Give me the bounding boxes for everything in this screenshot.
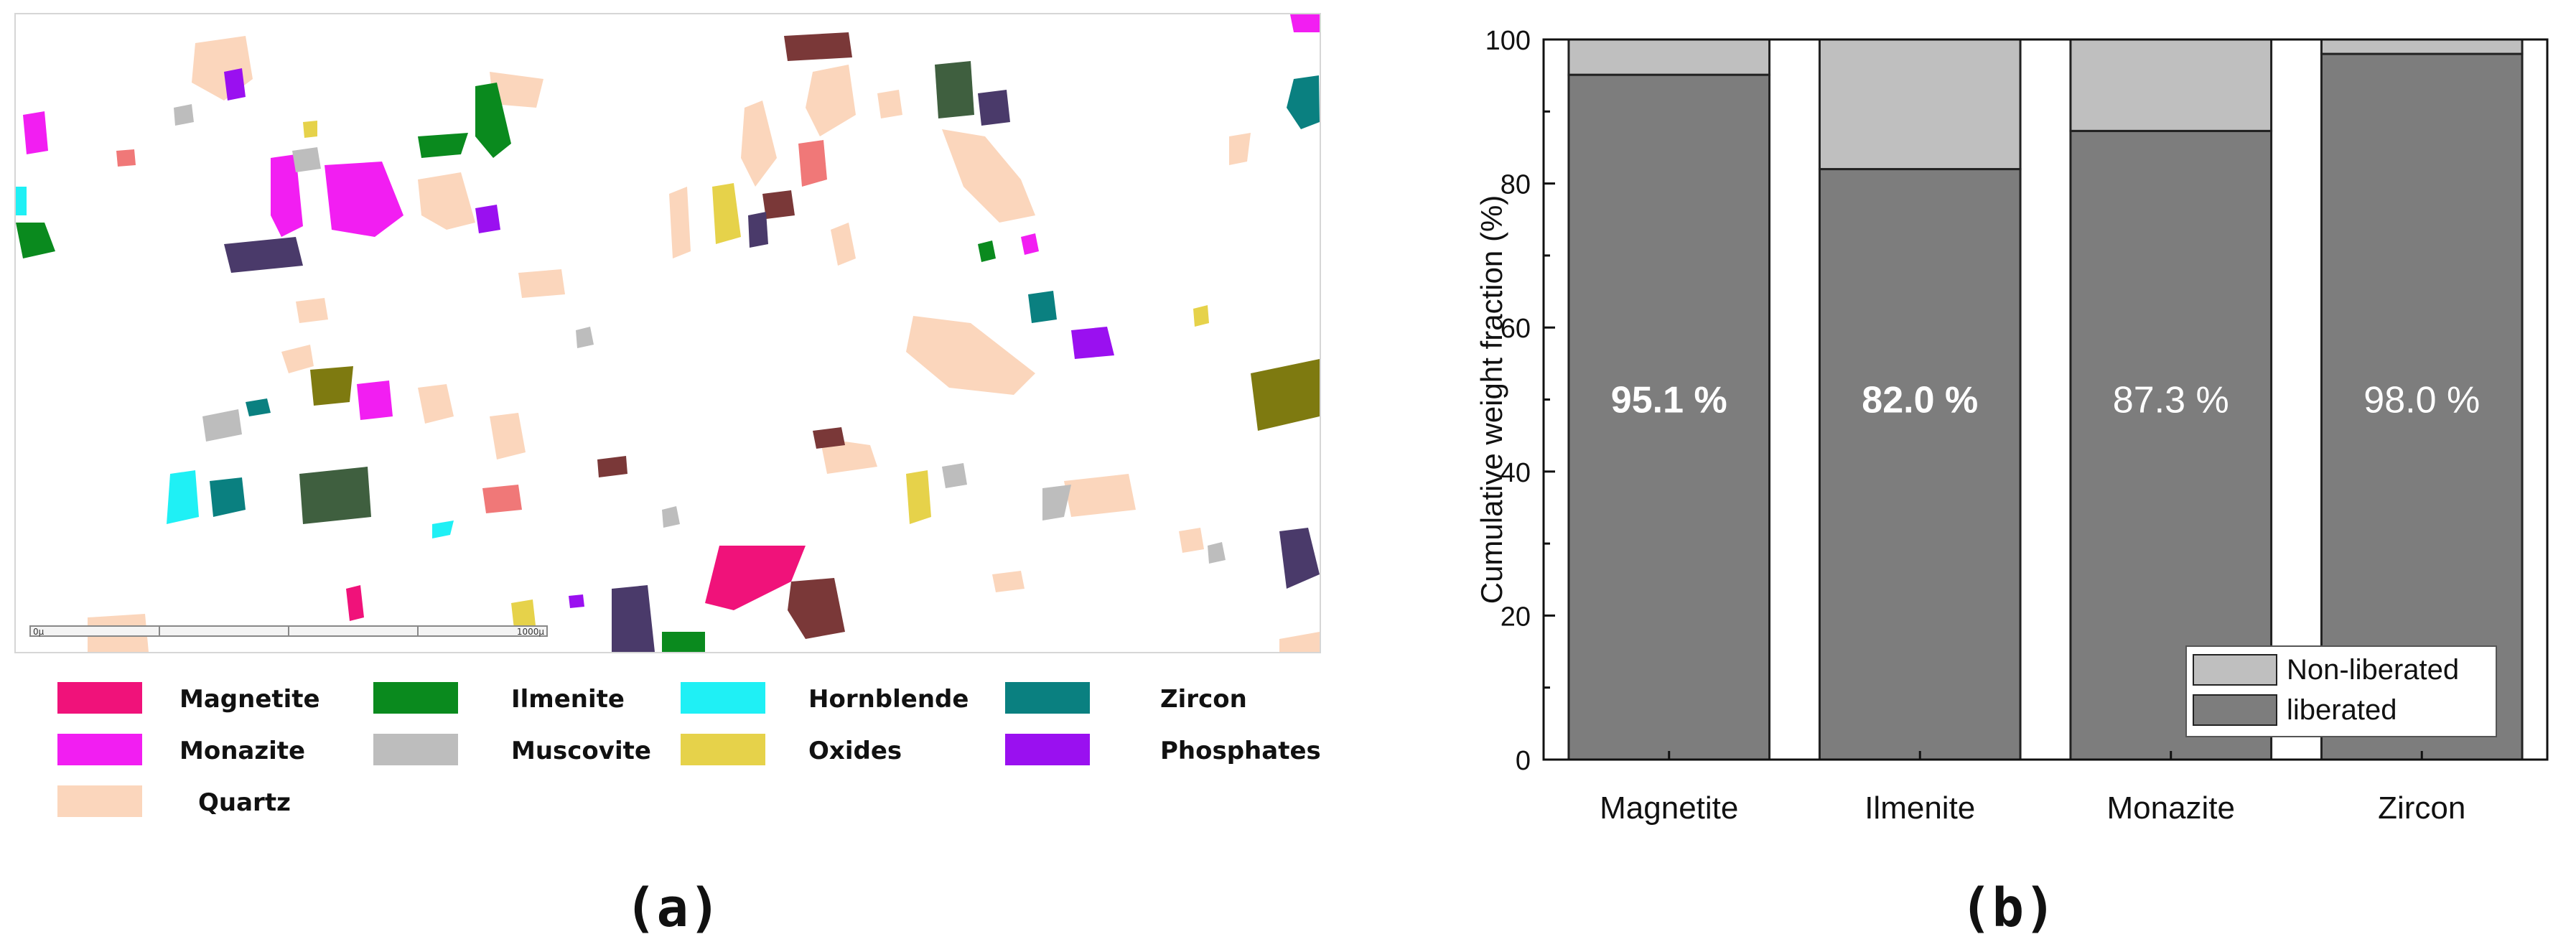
legend-label: Hornblende: [808, 685, 969, 714]
scale-bar-end-label: 1000μ: [517, 627, 545, 637]
legend-swatch: [373, 682, 458, 714]
y-tick-label: 20: [1501, 602, 1531, 632]
data-label-zircon: 98.0 %: [2363, 380, 2480, 421]
scale-bar-start-label: 0μ: [33, 627, 45, 637]
legend-label-non-liberated: Non-liberated: [2287, 654, 2459, 686]
x-tick-label-ilmenite: Ilmenite: [1865, 790, 1975, 826]
x-tick-label-monazite: Monazite: [2106, 790, 2235, 826]
y-tick-label: 0: [1516, 746, 1531, 776]
other-phase-grains: [116, 32, 1320, 652]
bar-liberated-magnetite: [1567, 73, 1771, 761]
bar-non-liberated-zircon: [2320, 38, 2524, 55]
mineral-map-image: 0μ 1000μ: [16, 14, 1320, 652]
data-label-ilmenite: 82.0 %: [1862, 380, 1978, 421]
panel-a-caption: (a): [625, 877, 721, 939]
legend-swatch: [681, 734, 765, 765]
scale-bar: 0μ 1000μ: [29, 625, 548, 637]
legend-label: Monazite: [179, 737, 306, 765]
y-tick-label: 100: [1485, 26, 1531, 56]
bar-non-liberated-ilmenite: [1818, 38, 2022, 171]
zircon-grains: [210, 75, 1320, 517]
y-tick-label: 80: [1501, 170, 1531, 200]
legend-label: Muscovite: [511, 737, 651, 765]
mineral-legend: Magnetite Ilmenite Hornblende Zircon Monazit…: [0, 668, 1350, 840]
legend-label-liberated: liberated: [2287, 694, 2397, 726]
legend-swatch: [1005, 734, 1090, 765]
legend-label: Ilmenite: [511, 685, 625, 714]
legend-swatch: [57, 785, 142, 817]
legend-label: Zircon: [1160, 685, 1247, 714]
monazite-grains: [23, 14, 1320, 420]
data-label-monazite: 87.3 %: [2113, 380, 2229, 421]
bar-liberated-ilmenite: [1818, 168, 2022, 761]
legend-swatch-non-liberated: [2193, 654, 2277, 686]
legend-swatch: [681, 682, 765, 714]
ilmenite-grains: [16, 83, 996, 652]
legend-swatch: [373, 734, 458, 765]
legend-swatch: [57, 682, 142, 714]
x-tick-label-magnetite: Magnetite: [1600, 790, 1738, 826]
legend-swatch: [1005, 682, 1090, 714]
phosphates-grains: [224, 68, 1114, 608]
y-tick-label: 60: [1501, 314, 1531, 344]
x-tick-label-zircon: Zircon: [2378, 790, 2465, 826]
hornblende-grains: [16, 187, 454, 538]
legend-label: Magnetite: [179, 685, 320, 714]
legend-swatch-liberated: [2193, 694, 2277, 726]
y-axis-label: Cumulative weight fraction (%): [1475, 195, 1508, 605]
bar-liberated-zircon: [2320, 52, 2524, 761]
bar-non-liberated-magnetite: [1567, 38, 1771, 76]
y-tick-label: 40: [1501, 458, 1531, 488]
magnetite-grains: [346, 546, 806, 621]
data-label-magnetite: 95.1 %: [1611, 380, 1727, 421]
legend-label: Phosphates: [1160, 737, 1321, 765]
legend-label: Oxides: [808, 737, 902, 765]
panel-b-caption: (b): [1960, 877, 2056, 939]
legend-label: Quartz: [198, 788, 291, 817]
muscovite-grains: [174, 104, 1226, 564]
quartz-grains: [88, 36, 1320, 652]
bar-non-liberated-monazite: [2069, 38, 2273, 132]
legend-swatch: [57, 734, 142, 765]
mineral-map-panel: 0μ 1000μ: [14, 13, 1321, 653]
